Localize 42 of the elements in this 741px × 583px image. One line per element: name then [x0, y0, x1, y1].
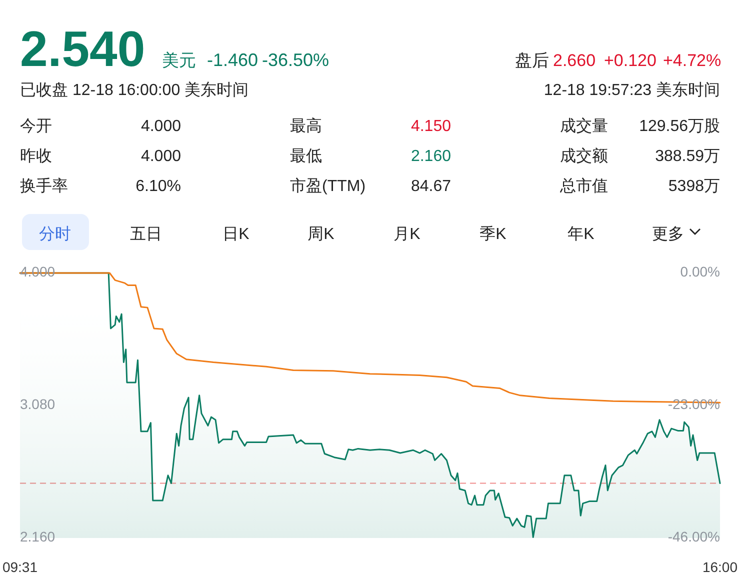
- y2-tick-label: -46.00%: [668, 528, 720, 545]
- text: 388.59万: [655, 148, 720, 165]
- text: 2.160: [410, 148, 452, 165]
- text: 已收盘 12-18 16:00:00 美东时间: [20, 81, 249, 99]
- text: -36.50%: [262, 50, 330, 70]
- text: +4.72%: [663, 51, 722, 70]
- text: -1.460: [207, 50, 258, 70]
- text: 6.10%: [136, 178, 181, 195]
- text: 昨收: [20, 148, 52, 165]
- text: 84.67: [410, 178, 452, 195]
- text: 12-18 19:57:23 美东时间: [544, 81, 720, 99]
- y-tick-label: 3.080: [20, 396, 56, 412]
- text: 总市值: [559, 177, 608, 195]
- y-tick-label: 2.160: [20, 528, 56, 545]
- y2-tick-label: 0.00%: [680, 264, 720, 280]
- x-tick-label: 16:00: [702, 559, 738, 575]
- text: 日K: [222, 226, 250, 243]
- text: 市盈(TTM): [290, 177, 366, 195]
- text: 五日: [130, 226, 162, 243]
- text: 季K: [480, 225, 507, 243]
- text: 成交量: [560, 117, 608, 135]
- text: +0.120: [604, 51, 656, 70]
- text: 周K: [308, 226, 335, 243]
- text: 4.150: [410, 118, 452, 135]
- text: 今开: [20, 118, 52, 135]
- text: 年K: [568, 226, 595, 243]
- x-tick-label: 09:31: [2, 559, 38, 575]
- text: 分时: [39, 225, 71, 243]
- text: 129.56万股: [639, 118, 720, 135]
- text: 2.540: [20, 21, 146, 77]
- text: 5398万: [668, 178, 720, 195]
- text: 换手率: [20, 177, 68, 195]
- text: 2.660: [553, 51, 596, 70]
- text: 最低: [290, 148, 322, 165]
- text: 盘后: [515, 51, 549, 70]
- text: 最高: [290, 117, 322, 135]
- text: 成交额: [560, 147, 608, 165]
- text: 美元: [162, 51, 196, 70]
- text: 4.000: [140, 148, 182, 165]
- text: 4.000: [140, 118, 182, 135]
- text: 更多: [652, 225, 684, 243]
- text: 月K: [394, 226, 421, 243]
